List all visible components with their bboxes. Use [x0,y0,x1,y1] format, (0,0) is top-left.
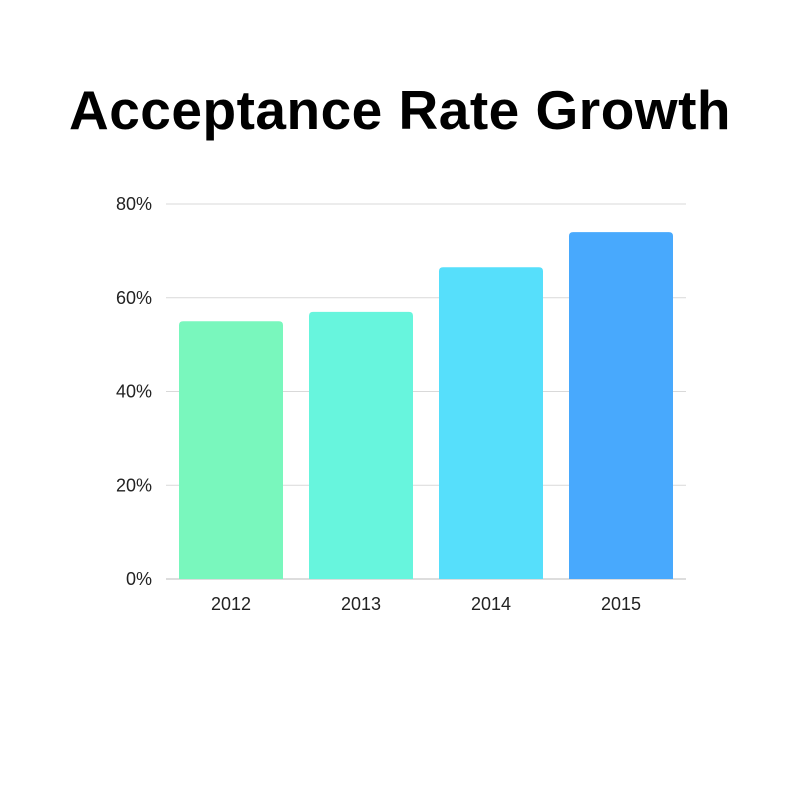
y-tick-label: 0% [126,569,152,589]
y-axis-tick-labels: 0% 20% 40% 60% 80% [116,194,152,589]
bar-2014 [439,267,543,579]
y-tick-label: 40% [116,382,152,402]
bar-2013 [309,311,413,579]
y-tick-label: 80% [116,194,152,214]
bars [179,232,673,579]
y-tick-label: 20% [116,475,152,495]
bar-2015 [569,232,673,579]
x-axis-tick-labels: 2012 2013 2014 2015 [211,594,641,614]
x-tick-label: 2014 [471,594,511,614]
x-tick-label: 2012 [211,594,251,614]
x-tick-label: 2013 [341,594,381,614]
chart-title: Acceptance Rate Growth [68,79,731,141]
y-tick-label: 60% [116,288,152,308]
x-tick-label: 2015 [601,594,641,614]
bar-2012 [179,321,283,579]
